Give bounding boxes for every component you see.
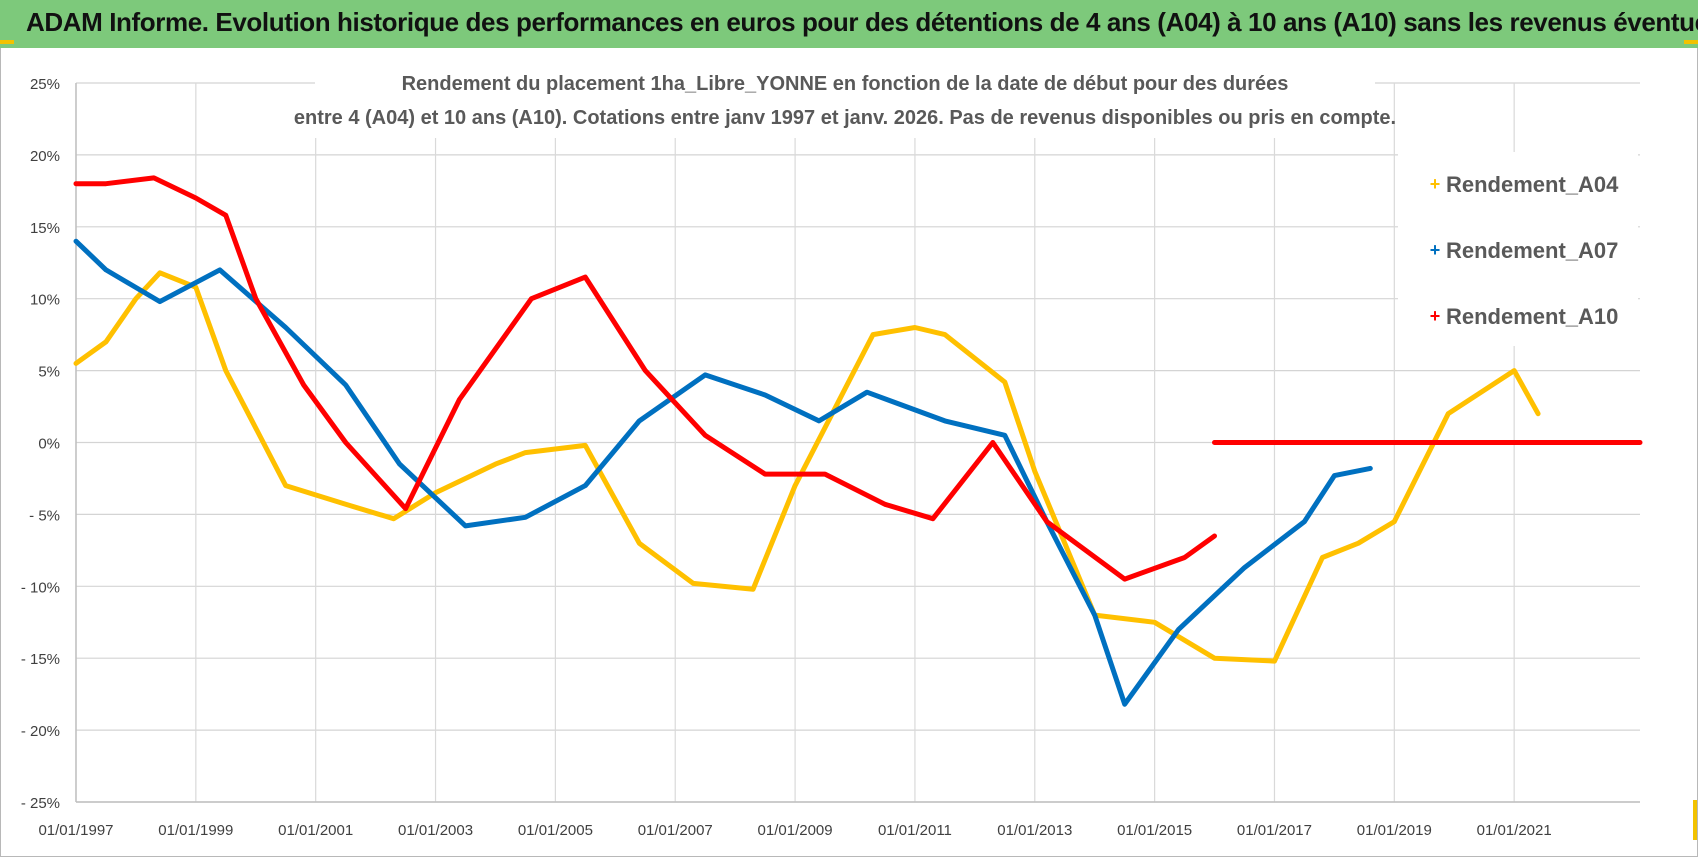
x-tick-label: 01/01/2015 — [1117, 822, 1192, 839]
y-tick-label: 0% — [38, 436, 60, 453]
x-tick-label: 01/01/1999 — [158, 822, 233, 839]
legend-marker: + — [1430, 240, 1441, 260]
corner-accent — [1693, 800, 1697, 840]
series-line — [73, 175, 1217, 582]
legend-marker: + — [1430, 306, 1441, 326]
chart-subtitle: entre 4 (A04) et 10 ans (A10). Cotations… — [294, 107, 1396, 129]
x-tick-label: 01/01/2003 — [398, 822, 473, 839]
y-tick-label: - 20% — [21, 723, 60, 740]
y-tick-label: 10% — [30, 292, 60, 309]
x-tick-label: 01/01/2001 — [278, 822, 353, 839]
y-tick-label: - 10% — [21, 579, 60, 596]
y-tick-label: 5% — [38, 364, 60, 381]
title-banner: ADAM Informe. Evolution historique des p… — [0, 0, 1698, 48]
y-tick-label: - 15% — [21, 651, 60, 668]
y-tick-label: - 25% — [21, 795, 60, 812]
legend-label: Rendement_A04 — [1446, 172, 1619, 197]
x-tick-label: 01/01/2011 — [878, 822, 952, 839]
legend-background — [1398, 152, 1638, 346]
y-tick-label: 15% — [30, 220, 60, 237]
chart-title-background — [315, 62, 1375, 138]
y-tick-label: - 5% — [29, 507, 60, 524]
legend-marker: + — [1430, 174, 1441, 194]
x-tick-label: 01/01/1997 — [38, 822, 113, 839]
legend-label: Rendement_A07 — [1446, 238, 1618, 263]
x-tick-label: 01/01/2019 — [1357, 822, 1432, 839]
legend-label: Rendement_A10 — [1446, 304, 1618, 329]
corner-accent — [0, 40, 14, 44]
x-tick-label: 01/01/2009 — [758, 822, 833, 839]
x-tick-label: 01/01/2005 — [518, 822, 593, 839]
y-tick-label: 25% — [30, 76, 60, 93]
chart-title: Rendement du placement 1ha_Libre_YONNE e… — [402, 73, 1289, 95]
y-tick-label: 20% — [30, 148, 60, 165]
series-line — [73, 238, 1373, 707]
corner-accent — [1684, 40, 1698, 44]
x-tick-label: 01/01/2021 — [1477, 822, 1552, 839]
x-tick-label: 01/01/2013 — [997, 822, 1072, 839]
x-tick-label: 01/01/2017 — [1237, 822, 1312, 839]
x-tick-label: 01/01/2007 — [638, 822, 713, 839]
banner-title: ADAM Informe. Evolution historique des p… — [26, 7, 1698, 37]
series-line — [73, 270, 1541, 664]
